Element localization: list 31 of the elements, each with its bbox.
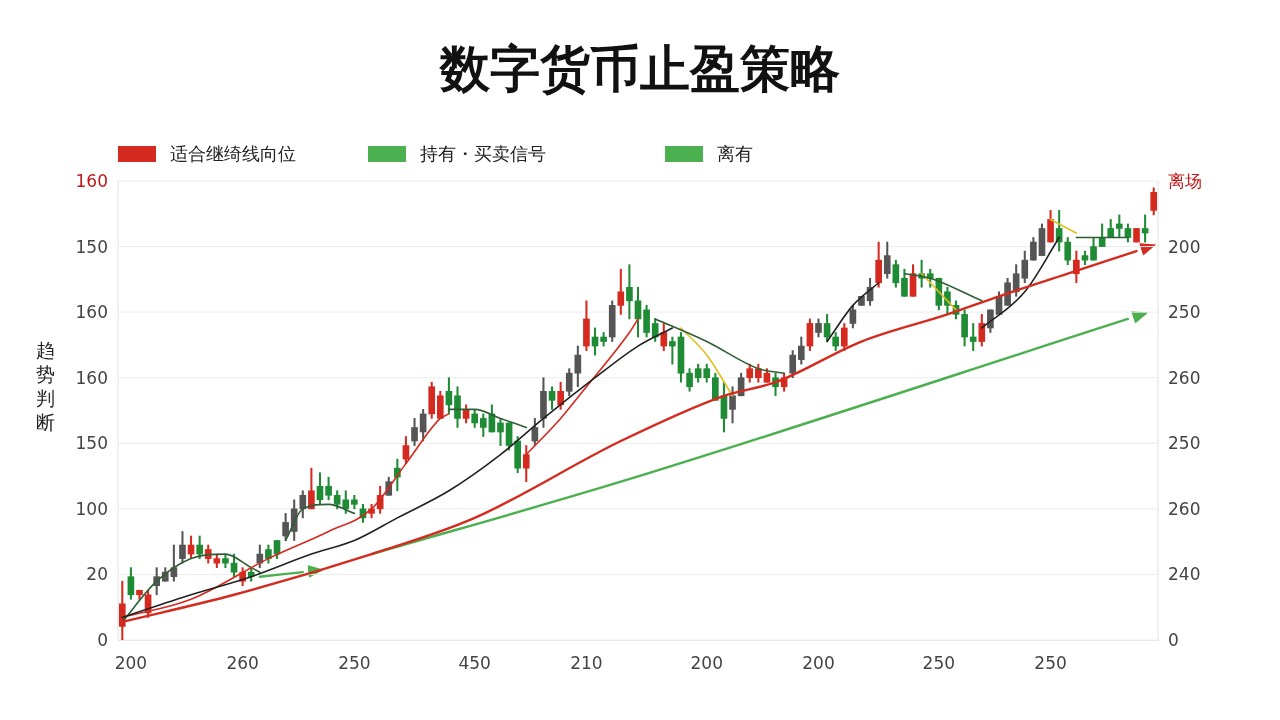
text: 160 xyxy=(75,302,108,323)
x-tick-label: 200 xyxy=(802,652,835,673)
text: 160 xyxy=(75,367,108,388)
y-axis-title: 趋势判断 xyxy=(34,338,56,434)
x-tick-label: 250 xyxy=(922,652,956,673)
x-tick-label: 200 xyxy=(690,652,723,673)
text: 240 xyxy=(1168,564,1201,585)
candlestick xyxy=(497,418,504,446)
x-tick-label: 250 xyxy=(1034,652,1067,673)
x-tick-label: 450 xyxy=(458,652,491,673)
text: 0 xyxy=(1168,630,1179,650)
legend-label: 离有 xyxy=(717,142,753,166)
x-tick-label: 210 xyxy=(570,652,603,673)
legend-label: 持有・买卖信号 xyxy=(420,142,546,166)
text: 20 xyxy=(86,564,108,585)
text: 0 xyxy=(97,630,108,650)
text: 160 xyxy=(75,171,108,191)
text: 260 xyxy=(1168,498,1201,519)
text: 离场 xyxy=(1168,171,1202,191)
legend-label: 适合继绮线向位 xyxy=(170,142,296,166)
text: 250 xyxy=(1168,433,1201,454)
x-tick-label: 250 xyxy=(338,652,371,673)
chart-title: 数字货币止盈策略 xyxy=(438,39,841,100)
text: 260 xyxy=(1168,367,1201,388)
text: 150 xyxy=(75,433,108,454)
text: 250 xyxy=(1168,302,1201,323)
text: 200 xyxy=(1168,236,1201,257)
x-tick-label: 200 xyxy=(114,652,148,673)
x-tick-label: 260 xyxy=(226,652,259,673)
text: 100 xyxy=(75,498,108,519)
text: 150 xyxy=(75,236,108,257)
